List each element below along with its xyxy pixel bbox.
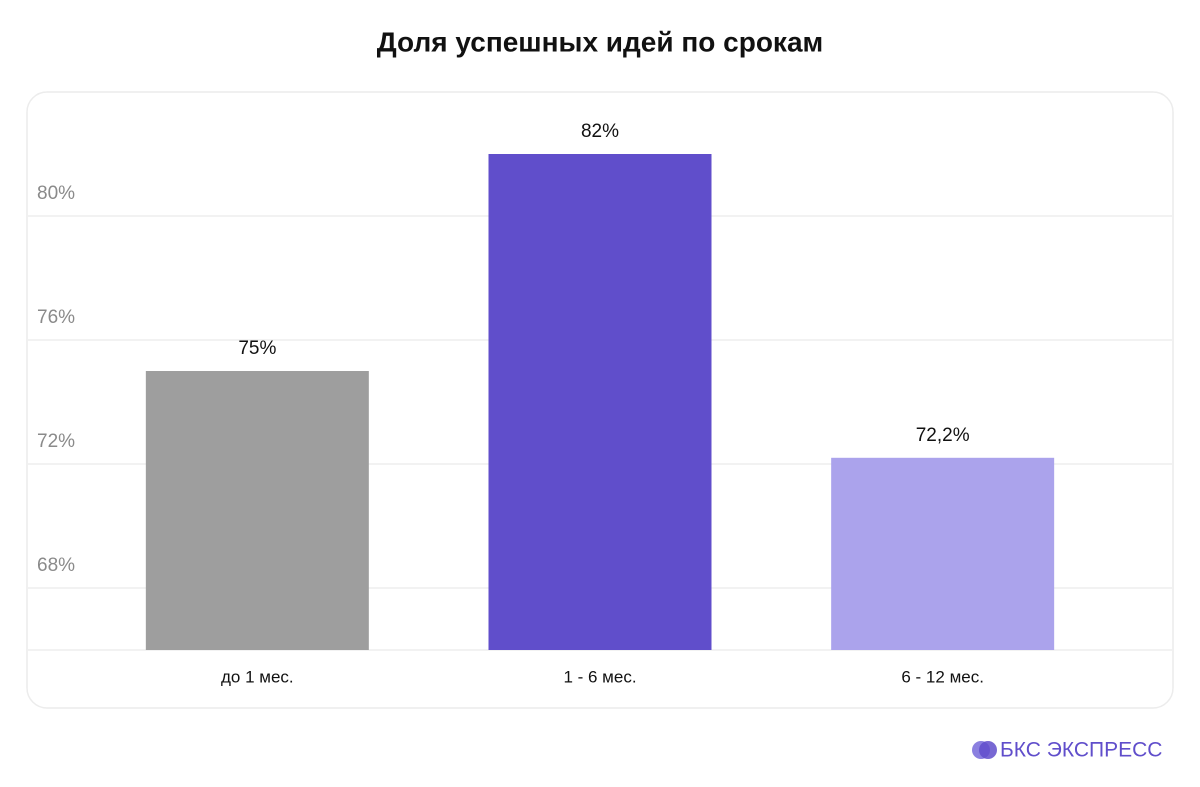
y-tick-label: 80% [37, 183, 75, 204]
bar [488, 154, 712, 650]
value-label: 72,2% [916, 425, 970, 446]
y-tick-label: 72% [37, 431, 75, 452]
x-tick-label: 1 - 6 мес. [563, 667, 636, 686]
brand: БКС ЭКСПРЕСС [1000, 739, 1162, 762]
bar [145, 371, 369, 650]
bar [831, 457, 1055, 650]
logo-circle [979, 741, 997, 759]
y-tick-label: 76% [37, 307, 75, 328]
chart-title: Доля успешных идей по срокам [377, 26, 823, 57]
x-tick-label: до 1 мес. [221, 667, 294, 686]
brand-logo [972, 741, 997, 759]
y-tick-label: 68% [37, 555, 75, 576]
x-tick-label: 6 - 12 мес. [901, 667, 984, 686]
value-label: 75% [238, 338, 276, 359]
value-label: 82% [581, 121, 619, 142]
